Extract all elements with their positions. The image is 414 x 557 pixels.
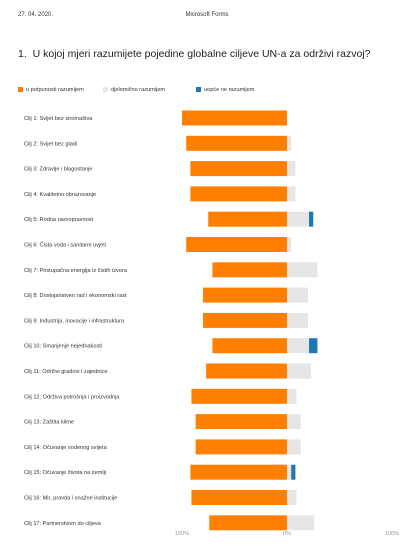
legend-item-full: u potpunosti razumijem [18,87,84,93]
bar-segment-partial [287,439,301,455]
chart-row: Cilj 10: Smanjenje nejednakosti [24,338,318,354]
bar-segment-full [190,464,287,480]
question-text: U kojoj mjeri razumijete pojedine global… [32,48,371,60]
category-label: Cilj 17: Partnerstvom do ciljeva [24,521,102,527]
bar-segment-full [203,287,287,303]
chart-row: Cilj 12: Održiva potrošnja i proizvodnja [24,388,297,404]
chart-row: Cilj 9: Industrija, inovacije i infrastr… [24,312,308,328]
bar-segment-full [190,186,287,202]
chart-row: Cilj 11: Održivi gradovi i zajednice [24,363,312,379]
question-title: 1. U kojoj mjeri razumijete pojedine glo… [18,48,371,60]
bar-segment-partial [287,135,292,151]
chart-row: Cilj 8: Dostojanstven rad i ekonomski ra… [24,287,308,303]
x-tick-label: 100% [175,531,189,537]
legend-item-none: uopće ne razumijem [196,87,254,93]
category-label: Cilj 11: Održivi gradovi i zajednice [24,369,108,375]
bar-segment-partial [287,515,315,531]
bar-segment-partial [287,237,292,252]
bar-segment-full [191,388,287,404]
chart-row: Cilj 15: Očuvanje života na zemlji [24,464,296,480]
legend-swatch-none [196,87,201,92]
bar-segment-partial [287,287,308,303]
legend-label-partial: djelomično razumijem [111,87,166,93]
category-label: Cilj 2: Svijet bez gladi [24,141,77,147]
legend-swatch-partial [103,87,108,92]
legend-swatch-full [18,87,23,92]
chart-row: Cilj 16: Mir, pravda i snažne institucij… [24,490,297,505]
x-tick-label: 0% [283,531,291,537]
category-label: Cilj 9: Industrija, inovacije i infrastr… [24,318,125,324]
chart-row: Cilj 14: Očuvanje vodenog svijeta [24,439,301,455]
bar-segment-partial [287,211,310,227]
category-label: Cilj 8: Dostojanstven rad i ekonomski ra… [24,293,127,299]
bar-segment-full [191,490,287,505]
bar-segment-full [212,262,287,278]
bar-segment-partial [287,186,296,202]
app-name: Microsoft Forms [185,12,229,18]
bar-segment-full [195,439,287,455]
chart-row: Cilj 7: Pristupačna energija iz čistih i… [24,262,318,278]
chart-row: Cilj 5: Rodna ravnopravnost [24,211,314,227]
print-date: 27. 04. 2020. [18,12,54,18]
bar-segment-partial [287,312,308,328]
bar-segment-partial [287,388,297,404]
chart-row: Cilj 6: Čista voda i sanitarni uvjeti [24,237,292,252]
legend-label-full: u potpunosti razumijem [26,87,84,93]
category-label: Cilj 10: Smanjenje nejednakosti [24,344,102,350]
bar-segment-partial [287,490,297,505]
chart-row: Cilj 17: Partnerstvom do ciljeva [24,515,315,531]
chart-row: Cilj 3: Zdravlje i blagostanje [24,161,296,177]
bar-segment-partial [287,464,292,480]
bar-segment-full [209,515,287,531]
bar-segment-none [309,211,314,227]
question-number: 1. [18,48,27,60]
category-label: Cilj 14: Očuvanje vodenog svijeta [24,445,108,451]
chart-row: Cilj 1: Svijet bez siromaštva [24,110,287,126]
chart-row: Cilj 4: Kvalitetno obrazovanje [24,186,296,202]
bar-segment-partial [287,363,312,379]
category-label: Cilj 5: Rodna ravnopravnost [24,217,93,223]
bar-segment-full [190,161,287,177]
legend-label-none: uopće ne razumijem [204,87,255,93]
bar-segment-partial [287,414,301,430]
bar-segment-full [195,414,287,430]
category-label: Cilj 3: Zdravlje i blagostanje [24,167,92,173]
category-label: Cilj 15: Očuvanje života na zemlji [24,470,106,476]
chart-row: Cilj 13: Zaštita klime [24,414,301,430]
bar-segment-full [208,211,287,227]
bar-segment-none [309,338,318,354]
bar-segment-partial [287,262,318,278]
bar-segment-full [206,363,287,379]
bar-segment-full [186,135,287,151]
bar-segment-partial [287,338,310,354]
category-label: Cilj 13: Zaštita klime [24,420,74,426]
x-tick-label: 100% [385,531,399,537]
category-label: Cilj 7: Pristupačna energija iz čistih i… [24,268,128,274]
bar-segment-full [186,237,287,252]
bar-segment-partial [287,161,296,177]
category-label: Cilj 1: Svijet bez siromaštva [24,116,93,122]
chart-row: Cilj 2: Svijet bez gladi [24,135,292,151]
category-label: Cilj 6: Čista voda i sanitarni uvjeti [24,242,106,249]
category-label: Cilj 4: Kvalitetno obrazovanje [24,192,96,198]
bar-segment-full [212,338,287,354]
bar-segment-full [182,110,287,126]
category-label: Cilj 16: Mir, pravda i snažne institucij… [24,496,117,502]
category-label: Cilj 12: Održiva potrošnja i proizvodnja [24,394,120,400]
bar-segment-none [291,464,296,480]
legend-item-partial: djelomično razumijem [103,87,165,93]
bar-segment-full [203,312,287,328]
